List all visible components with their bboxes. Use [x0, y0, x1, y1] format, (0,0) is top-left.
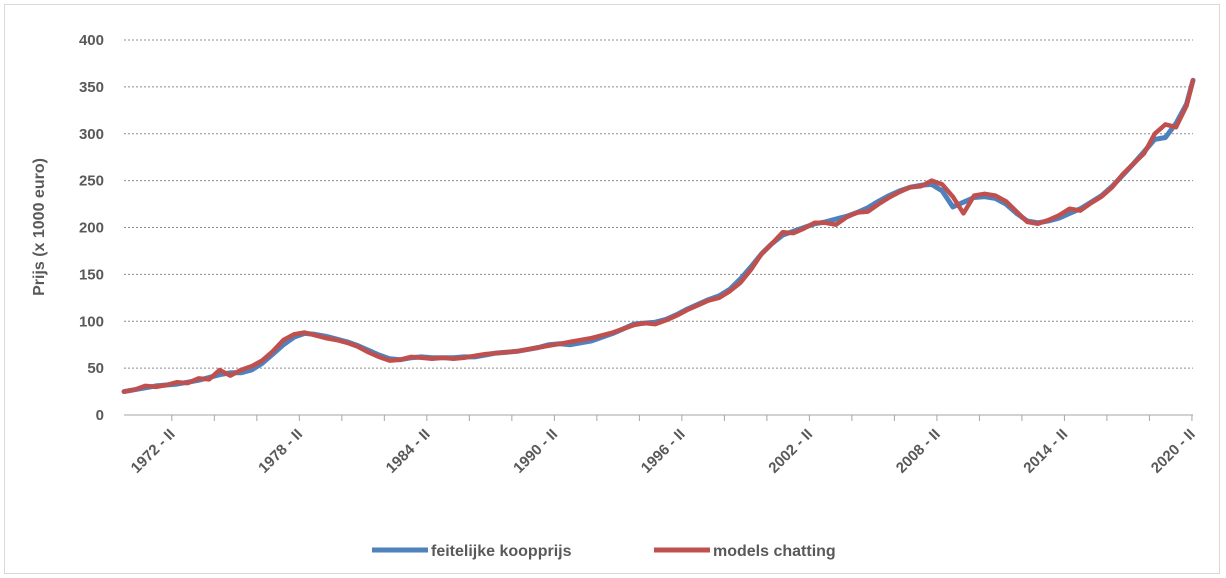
x-tick-label: 2020 - II [1148, 426, 1199, 477]
y-tick-label: 0 [96, 407, 104, 424]
y-tick-label: 250 [79, 173, 104, 190]
legend-label-1: feitelijke koopprijs [431, 543, 572, 560]
x-tick-label: 2008 - II [893, 426, 944, 477]
series-line-2 [121, 78, 1196, 394]
y-tick-label: 300 [79, 126, 104, 143]
y-tick-label: 100 [79, 313, 104, 330]
y-axis-title: Prijs (x 1000 euro) [31, 158, 48, 296]
y-tick-label: 200 [79, 220, 104, 237]
legend: feitelijke koopprijs models chatting [372, 543, 836, 560]
x-tick-label: 2002 - II [765, 426, 816, 477]
y-axis-ticks: 0 50 100 150 200 250 300 350 400 [79, 32, 104, 424]
y-tick-label: 400 [79, 32, 104, 49]
x-tick-label: 1972 - II [128, 426, 179, 477]
x-axis: 1972 - II 1978 - II 1984 - II 1990 - II 1996… [124, 414, 1199, 477]
y-tick-label: 150 [79, 266, 104, 283]
y-tick-label: 350 [79, 79, 104, 96]
x-tick-label: 1978 - II [255, 426, 306, 477]
chart-frame [4, 4, 1220, 574]
legend-label-2: models chatting [713, 543, 836, 560]
y-tick-label: 50 [87, 360, 104, 377]
series-line-1 [121, 77, 1196, 395]
x-tick-label: 1990 - II [510, 426, 561, 477]
x-tick-label: 1996 - II [638, 426, 689, 477]
series-lines [121, 77, 1196, 395]
x-tick-label: 2014 - II [1020, 426, 1071, 477]
x-tick-label: 1984 - II [383, 426, 434, 477]
